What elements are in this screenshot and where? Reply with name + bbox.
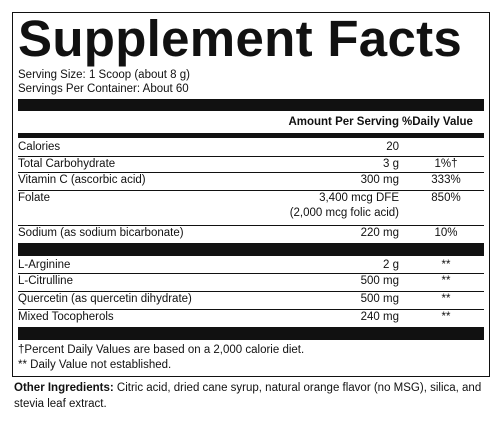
nutrient-name: Total Carbohydrate <box>18 158 116 170</box>
row-rule <box>18 225 484 226</box>
row-rule <box>18 291 484 292</box>
daily-value: 850% <box>431 192 461 204</box>
nutrient-name: Sodium (as sodium bicarbonate) <box>18 227 184 239</box>
amount: 3 g <box>383 158 399 170</box>
nutrient-name: Folate <box>18 192 50 204</box>
row-rule <box>18 309 484 310</box>
daily-value: 1%† <box>434 158 458 170</box>
row-rule <box>18 273 484 274</box>
serving-size: Serving Size: 1 Scoop (about 8 g) <box>18 69 190 81</box>
thick-bar <box>18 327 484 340</box>
daily-value: 333% <box>431 174 461 186</box>
nutrient-name: L-Citrulline <box>18 275 73 287</box>
daily-value: ** <box>441 293 451 305</box>
daily-value: ** <box>441 275 451 287</box>
thick-bar <box>18 243 484 256</box>
row-rule <box>18 156 484 157</box>
amount: 3,400 mcg DFE <box>319 192 399 204</box>
amount: 500 mg <box>360 293 399 305</box>
other-ingredients: Other Ingredients: Citric acid, dried ca… <box>14 380 490 412</box>
footnote: †Percent Daily Values are based on a 2,0… <box>18 344 305 356</box>
other-ingredients-label: Other Ingredients: <box>14 382 114 394</box>
nutrient-name: Mixed Tocopherols <box>18 311 114 323</box>
amount: 300 mg <box>360 174 399 186</box>
daily-value: ** <box>441 259 451 271</box>
daily-value: 10% <box>434 227 458 239</box>
row-rule <box>18 172 484 173</box>
amount-note: (2,000 mcg folic acid) <box>289 207 399 219</box>
nutrient-name: Vitamin C (ascorbic acid) <box>18 174 146 186</box>
column-header: %Daily Value <box>402 116 473 128</box>
amount: 20 <box>386 141 399 153</box>
amount: 2 g <box>383 259 399 271</box>
nutrient-name: Calories <box>18 141 61 153</box>
facts-panel: Supplement Facts Serving Size: 1 Scoop (… <box>12 10 490 377</box>
row-rule <box>18 190 484 191</box>
daily-value: ** <box>441 311 451 323</box>
nutrient-name: Quercetin (as quercetin dihydrate) <box>18 293 192 305</box>
thick-bar <box>18 99 484 111</box>
footnote: ** Daily Value not established. <box>18 359 172 371</box>
other-ingredients-text: Citric acid, dried cane syrup, natural o… <box>14 382 482 410</box>
title: Supplement Facts <box>18 10 463 67</box>
column-header: Amount Per Serving <box>288 116 399 128</box>
nutrient-name: L-Arginine <box>18 259 71 271</box>
servings-per-container: Servings Per Container: About 60 <box>18 83 189 95</box>
amount: 240 mg <box>360 311 399 323</box>
amount: 220 mg <box>360 227 399 239</box>
medium-bar <box>18 133 484 138</box>
amount: 500 mg <box>360 275 399 287</box>
